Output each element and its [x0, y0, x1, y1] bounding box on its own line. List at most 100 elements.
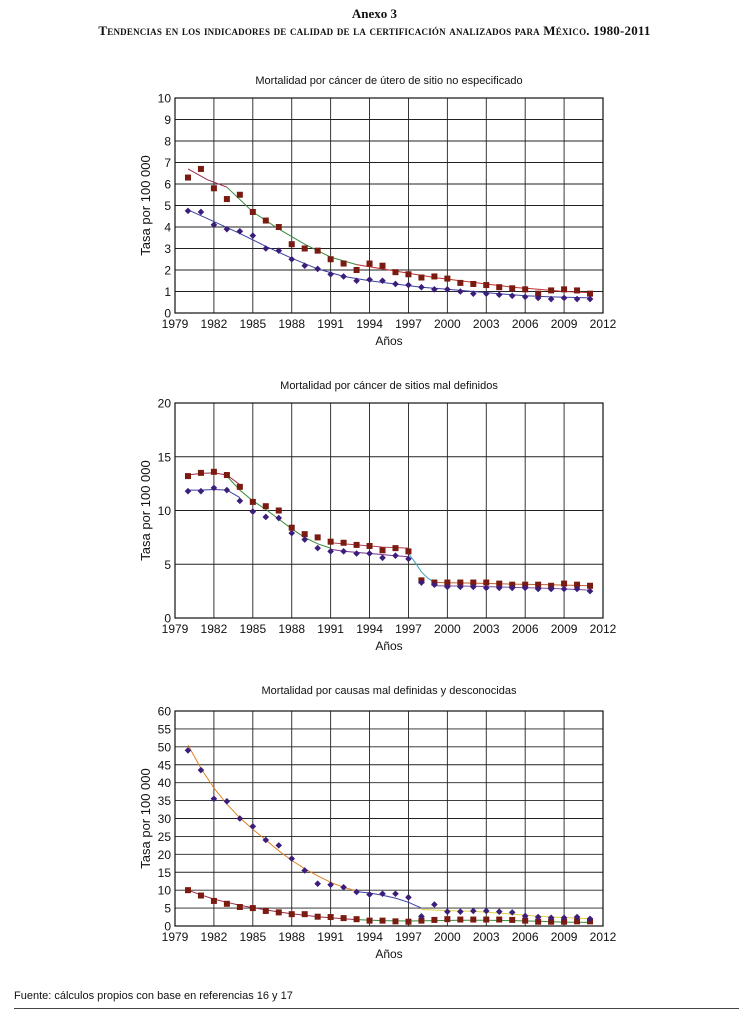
data-point-square [366, 260, 373, 267]
y-axis-label: Tasa por 100 000 [138, 460, 153, 560]
data-point-square [457, 916, 464, 923]
data-point-diamond [210, 484, 218, 492]
data-point-square [561, 286, 568, 293]
data-point-diamond [457, 908, 464, 915]
y-tick-label: 5 [164, 558, 171, 572]
data-point-square [184, 887, 191, 894]
data-point-square [535, 581, 542, 588]
data-point-diamond [560, 585, 568, 593]
x-axis-label: Años [375, 947, 402, 961]
data-point-square [392, 545, 399, 552]
data-point-diamond [392, 890, 399, 898]
data-point-square [262, 217, 269, 224]
data-point-square [470, 280, 477, 287]
data-point-diamond [495, 584, 503, 592]
data-point-diamond [327, 271, 334, 278]
y-axis-label: Tasa por 100 000 [138, 768, 153, 868]
y-tick-label: 1 [164, 285, 171, 299]
data-point-square [444, 275, 451, 282]
data-point-diamond [275, 247, 283, 254]
data-point-square [496, 284, 503, 291]
data-point-square [574, 918, 581, 925]
chart-sitios-mal-definidos: 1979 1982 1985 1988 1991 1994 1997 2000 2003 2006… [138, 397, 617, 654]
data-point-diamond [184, 207, 192, 215]
y-tick-label: 10 [158, 884, 172, 898]
data-point-square [340, 539, 347, 546]
x-tick-label: 1991 [317, 930, 344, 944]
y-tick-label: 0 [164, 307, 171, 321]
y-tick-label: 0 [164, 612, 171, 626]
chart-1-title: Mortalidad por cáncer de útero de sitio … [255, 75, 523, 87]
data-point-diamond [262, 245, 270, 252]
data-point-square [223, 196, 230, 203]
data-point-square [210, 897, 217, 904]
data-point-diamond [405, 894, 412, 901]
trend-line [408, 553, 435, 583]
plot-frame [174, 710, 604, 927]
data-point-diamond [314, 544, 321, 552]
data-point-diamond [521, 293, 529, 301]
y-tick-label: 4 [164, 221, 171, 235]
y-tick-label: 5 [164, 902, 171, 916]
x-tick-label: 2003 [473, 622, 500, 636]
x-tick-label: 1991 [317, 622, 344, 636]
data-point-diamond [547, 295, 555, 303]
y-tick-label: 7 [164, 156, 171, 170]
data-point-square [548, 918, 555, 925]
source-note: Fuente: cálculos propios con base en ref… [14, 990, 293, 1002]
data-point-diamond [275, 842, 283, 849]
data-point-square [340, 260, 347, 267]
data-point-diamond [314, 265, 321, 273]
data-point-diamond [288, 255, 296, 263]
x-tick-label: 2012 [590, 622, 617, 636]
data-point-square [301, 531, 308, 538]
y-tick-label: 9 [164, 113, 171, 127]
data-point-diamond [236, 228, 244, 235]
y-tick-label: 3 [164, 242, 171, 256]
x-tick-label: 1994 [356, 930, 383, 944]
data-point-diamond [444, 286, 451, 293]
data-point-square [236, 483, 243, 490]
data-point-diamond [353, 550, 360, 557]
x-axis-label: Años [375, 334, 402, 348]
data-point-diamond [547, 585, 555, 593]
x-tick-label: 1985 [239, 317, 266, 331]
data-point-square [249, 208, 256, 215]
data-point-diamond [418, 913, 425, 920]
trend-line [356, 264, 591, 294]
data-point-diamond [353, 888, 360, 896]
data-point-square [275, 507, 282, 514]
data-point-diamond [184, 487, 192, 495]
x-tick-label: 2003 [473, 317, 500, 331]
data-point-diamond [534, 585, 542, 593]
data-point-diamond [521, 584, 529, 592]
data-point-diamond [366, 550, 373, 557]
data-point-square [366, 917, 373, 924]
data-point-diamond [457, 583, 464, 591]
data-point-square [431, 273, 438, 280]
trend-line [187, 744, 357, 892]
data-point-square [496, 916, 503, 923]
data-point-diamond [495, 908, 503, 915]
data-point-diamond [573, 585, 581, 593]
data-point-diamond [534, 913, 542, 921]
data-point-square [535, 290, 542, 297]
x-tick-label: 1985 [239, 930, 266, 944]
x-tick-label: 1982 [201, 622, 228, 636]
data-point-square [340, 915, 347, 922]
data-point-square [314, 247, 321, 254]
data-point-diamond [431, 901, 438, 908]
data-point-diamond [431, 581, 438, 588]
x-tick-label: 2000 [434, 622, 461, 636]
x-tick-label: 2006 [512, 622, 539, 636]
data-point-diamond [405, 281, 412, 289]
data-point-diamond [223, 225, 231, 233]
x-tick-label: 1988 [278, 930, 305, 944]
y-tick-label: 6 [164, 178, 171, 192]
data-point-diamond [444, 908, 451, 915]
data-point-square [262, 503, 269, 510]
data-point-diamond [249, 232, 257, 239]
y-tick-label: 8 [164, 135, 171, 149]
data-point-square [327, 538, 334, 545]
trend-line [356, 891, 422, 909]
